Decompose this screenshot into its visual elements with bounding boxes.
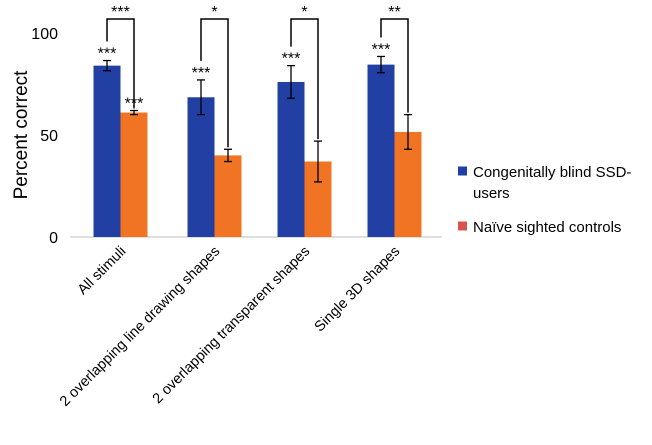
legend: Congenitally blind SSD-users Naïve sighte… — [458, 164, 631, 236]
group-significance-label: *** — [111, 4, 130, 21]
bar-sighted-1 — [214, 155, 242, 237]
legend-item: Congenitally blind SSD-users — [458, 164, 631, 202]
error-bar — [197, 79, 205, 116]
x-category-label: 2 overlapping line drawing shapes — [57, 244, 223, 410]
bracket-line — [106, 18, 135, 109]
significance-bracket: *** — [106, 4, 135, 109]
significance-bracket: * — [200, 4, 229, 148]
legend-label: Naïve sighted controls — [473, 219, 621, 236]
bar-significance-label: *** — [282, 51, 301, 68]
bar-significance-label: *** — [98, 46, 117, 63]
group-significance-label: * — [211, 4, 217, 21]
error-bar — [287, 64, 295, 99]
error-bar — [377, 55, 385, 74]
legend-label: Congenitally blind SSD-users — [473, 164, 631, 202]
error-bar — [404, 113, 412, 150]
legend-item: Naïve sighted controls — [458, 219, 621, 236]
y-tick-label: 0 — [49, 230, 58, 247]
error-bar — [130, 109, 138, 116]
bar-blind-3 — [367, 64, 395, 238]
group-significance-label: ** — [388, 4, 400, 21]
bracket-line — [290, 18, 319, 140]
error-bar — [314, 140, 322, 183]
bar-blind-1 — [187, 97, 215, 237]
significance-bracket: ** — [380, 4, 409, 113]
bracket-line — [380, 18, 409, 113]
y-tick-label: 100 — [31, 26, 58, 43]
significance-bracket: * — [290, 4, 319, 140]
bars — [93, 55, 422, 238]
group-significance-label: * — [301, 4, 307, 21]
y-axis-title: Percent correct — [11, 70, 32, 200]
axes: 0 50 100 Percent correct — [11, 26, 442, 247]
bar-significance-label: *** — [192, 65, 211, 82]
bar-sighted-0 — [120, 112, 148, 237]
x-category-label: 2 overlapping transparent shapes — [150, 244, 314, 408]
bar-blind-2 — [277, 81, 305, 238]
error-bar — [224, 148, 232, 163]
bar-significance-label: *** — [372, 41, 391, 58]
bar-blind-0 — [93, 65, 121, 237]
x-category-label: Single 3D shapes — [312, 244, 404, 336]
y-tick-label: 50 — [40, 128, 58, 145]
error-bar — [103, 59, 111, 72]
legend-swatch — [458, 166, 467, 176]
legend-swatch — [458, 221, 467, 231]
bracket-line — [200, 18, 229, 148]
x-category-label: All stimuli — [75, 244, 130, 299]
